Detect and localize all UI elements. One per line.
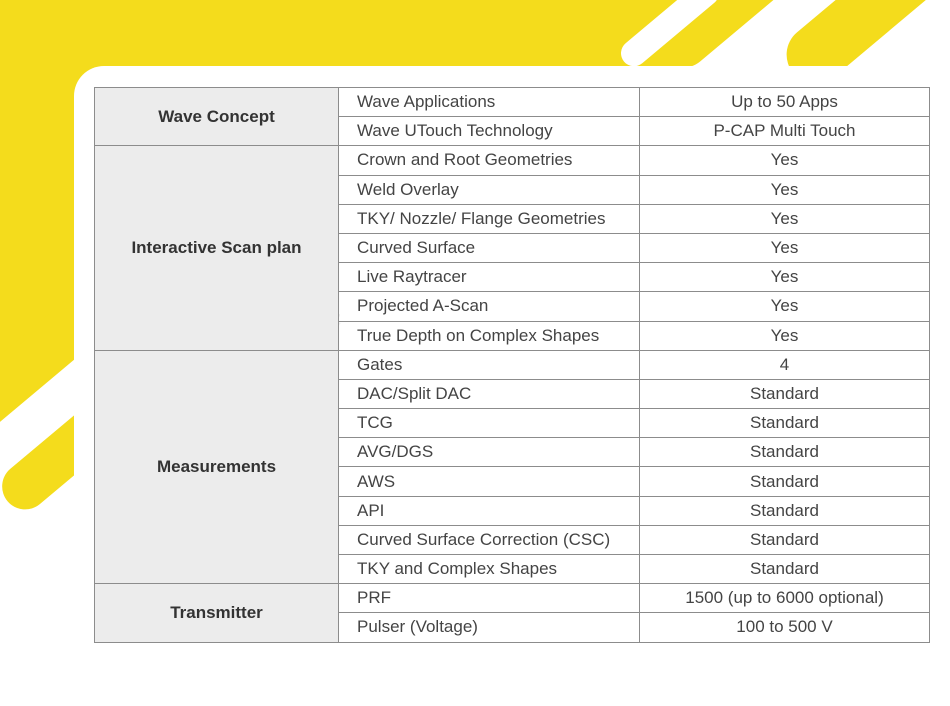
- table-row: True Depth on Complex Shapes Yes: [95, 320, 930, 351]
- feature-cell: AWS: [338, 466, 640, 497]
- category-cell: Wave Concept: [94, 86, 339, 147]
- feature-cell: Pulser (Voltage): [338, 612, 640, 643]
- value-cell: 1500 (up to 6000 optional): [639, 583, 930, 614]
- table-row: Transmitter PRF 1500 (up to 6000 optional): [94, 583, 930, 643]
- feature-cell: PRF: [338, 583, 640, 614]
- value-cell: Yes: [639, 291, 930, 322]
- feature-cell: Projected A-Scan: [338, 291, 640, 322]
- value-cell: Standard: [639, 495, 930, 526]
- feature-cell: AVG/DGS: [338, 437, 640, 468]
- category-cell: Measurements: [94, 349, 339, 585]
- value-cell: 100 to 500 V: [639, 612, 930, 643]
- table-row: Weld Overlay Yes: [95, 174, 930, 205]
- feature-cell: DAC/Split DAC: [338, 378, 640, 410]
- value-cell: Yes: [639, 145, 930, 176]
- value-cell: Standard: [639, 408, 930, 439]
- feature-cell: Weld Overlay: [338, 174, 640, 205]
- table-row: Interactive Scan plan Crown and Root Geom…: [94, 145, 930, 351]
- value-cell: Standard: [639, 466, 930, 497]
- feature-cell: Wave UTouch Technology: [338, 116, 640, 147]
- feature-cell: Gates: [338, 349, 640, 380]
- feature-cell: True Depth on Complex Shapes: [338, 320, 640, 351]
- feature-cell: Wave Applications: [338, 86, 640, 118]
- value-cell: Yes: [639, 262, 930, 293]
- table-row: Pulser (Voltage) 100 to 500 V: [95, 612, 930, 643]
- specifications-table: Wave Concept Wave Applications Up to 50 Ap…: [94, 86, 930, 643]
- value-cell: 4: [639, 349, 930, 380]
- table-row: TKY and Complex Shapes Standard: [95, 553, 930, 585]
- feature-cell: Curved Surface: [338, 232, 640, 264]
- table-row: AWS Standard: [95, 466, 930, 497]
- value-cell: Standard: [639, 378, 930, 410]
- value-cell: Standard: [639, 437, 930, 468]
- table-row: Curved Surface Correction (CSC) Standard: [95, 524, 930, 556]
- table-row: Live Raytracer Yes: [95, 262, 930, 293]
- feature-cell: Crown and Root Geometries: [338, 145, 640, 176]
- value-cell: Yes: [639, 174, 930, 205]
- table-row: Projected A-Scan Yes: [95, 291, 930, 322]
- table-row: AVG/DGS Standard: [95, 437, 930, 468]
- table-row: API Standard: [95, 495, 930, 526]
- value-cell: Standard: [639, 553, 930, 585]
- value-cell: Yes: [639, 320, 930, 351]
- value-cell: Yes: [639, 232, 930, 264]
- feature-cell: Curved Surface Correction (CSC): [338, 524, 640, 556]
- category-cell: Interactive Scan plan: [94, 145, 339, 351]
- value-cell: P-CAP Multi Touch: [639, 116, 930, 147]
- feature-cell: API: [338, 495, 640, 526]
- feature-cell: TKY/ Nozzle/ Flange Geometries: [338, 203, 640, 234]
- value-cell: Up to 50 Apps: [639, 86, 930, 118]
- table-row: Wave UTouch Technology P-CAP Multi Touch: [95, 116, 930, 147]
- category-cell: Transmitter: [94, 583, 339, 643]
- feature-cell: Live Raytracer: [338, 262, 640, 293]
- value-cell: Yes: [639, 203, 930, 234]
- feature-cell: TKY and Complex Shapes: [338, 553, 640, 585]
- table-row: Measurements Gates 4: [94, 349, 930, 585]
- feature-cell: TCG: [338, 408, 640, 439]
- table-row: Curved Surface Yes: [95, 232, 930, 264]
- table-row: DAC/Split DAC Standard: [95, 378, 930, 410]
- table-row: Wave Concept Wave Applications Up to 50 Ap…: [94, 86, 930, 147]
- value-cell: Standard: [639, 524, 930, 556]
- table-row: TKY/ Nozzle/ Flange Geometries Yes: [95, 203, 930, 234]
